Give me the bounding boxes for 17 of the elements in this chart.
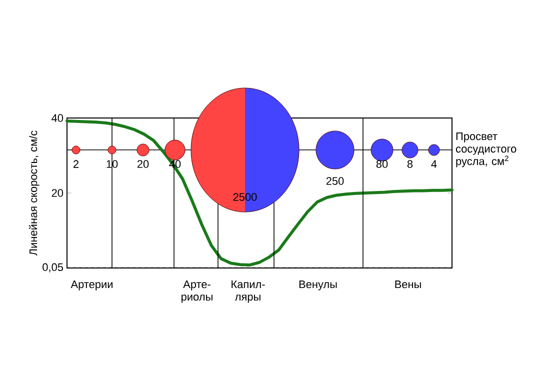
annotation: 2 <box>74 160 78 168</box>
annotation: 8 <box>407 160 413 168</box>
annotation: 250 <box>326 177 344 185</box>
annotation: 80 <box>376 160 388 168</box>
annotation: 4 <box>431 160 437 168</box>
text: Капил- ляры <box>232 280 265 303</box>
y-tick-label: 0,05 <box>42 263 64 272</box>
annotation: 2500 <box>233 193 257 201</box>
text: Вены <box>395 280 421 288</box>
y-axis-title: Линейная скорость, см/с <box>28 130 40 256</box>
text: Арте- риолы <box>182 280 212 303</box>
ref-line-label: Просвет сосудистого русла, см$^{2}$ <box>456 132 516 168</box>
y-tick-label: 20 <box>52 189 64 197</box>
text: Артерии <box>70 280 112 290</box>
y-tick-label: 40 <box>52 114 64 122</box>
annotation: 20 <box>137 160 149 168</box>
text: Венулы <box>299 280 337 290</box>
